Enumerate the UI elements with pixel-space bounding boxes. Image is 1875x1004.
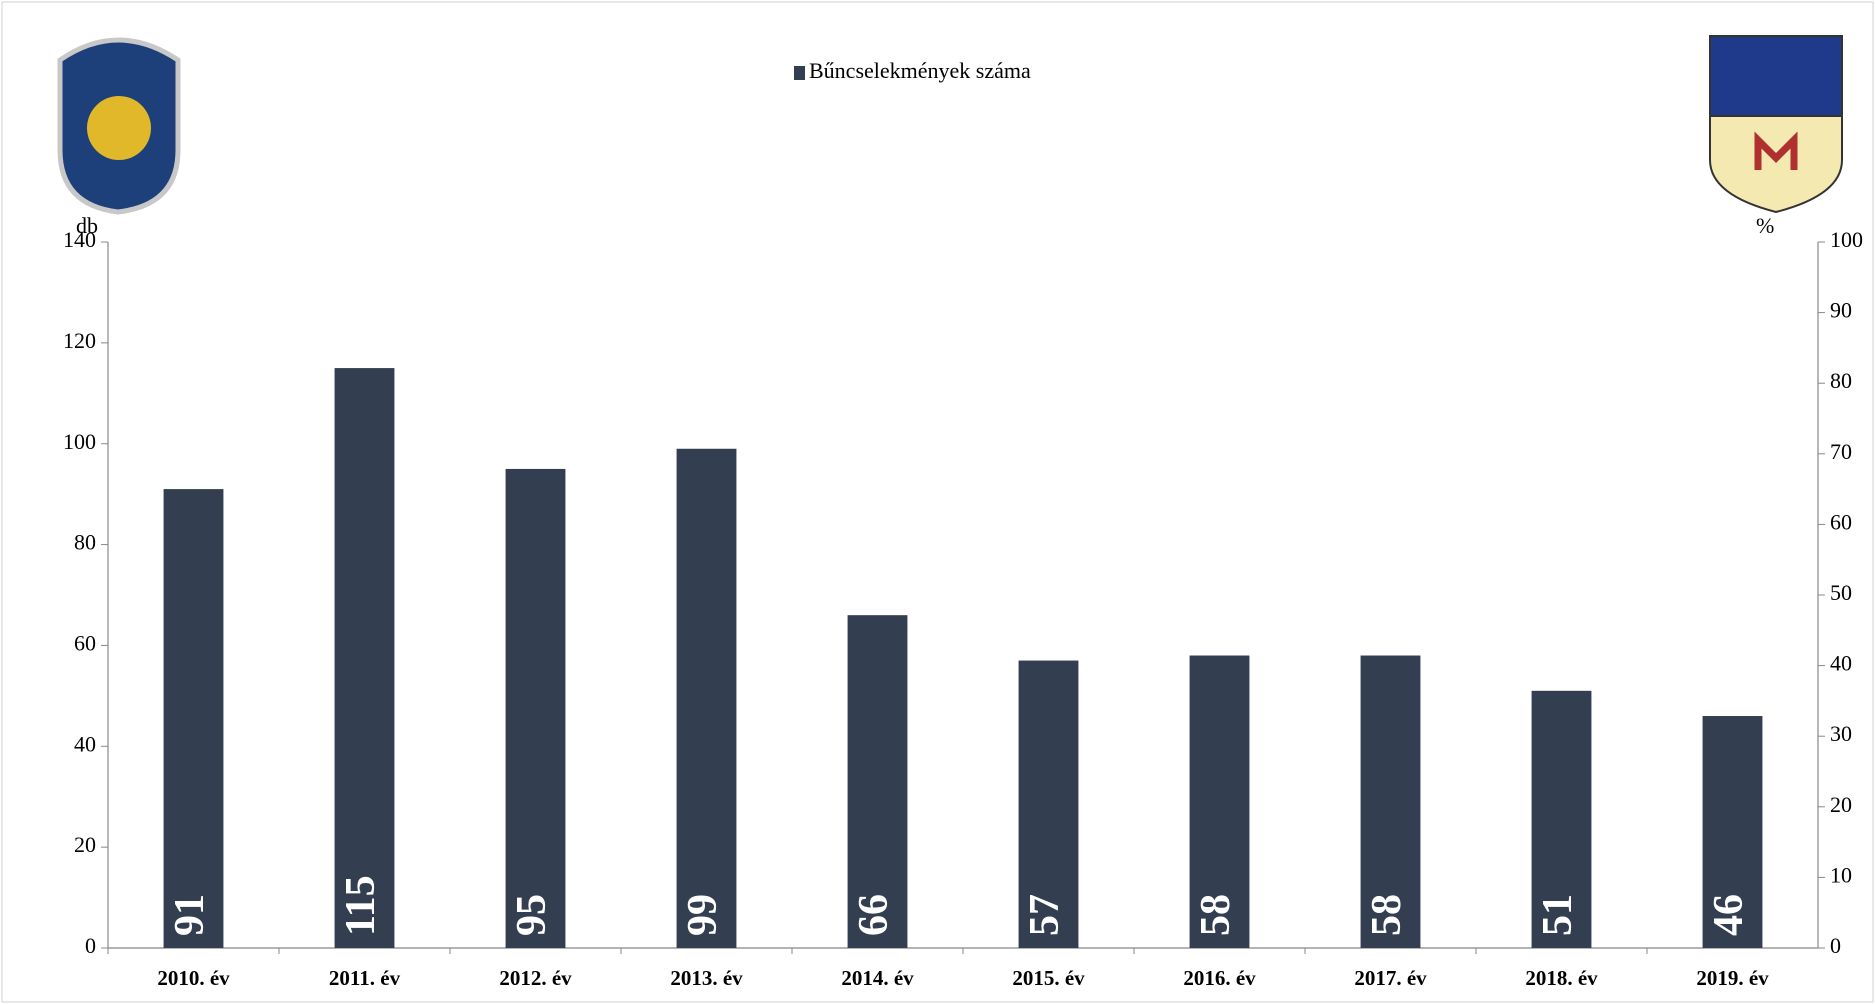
y-tick-label: 0 [85, 933, 96, 958]
y-tick-label: 60 [74, 630, 96, 655]
y2-tick-label: 50 [1830, 580, 1852, 605]
y2-tick-label: 100 [1830, 227, 1863, 252]
bar [505, 468, 566, 948]
value-label: 99 [680, 894, 726, 936]
x-tick-label: 2013. év [670, 966, 743, 990]
x-tick-label: 2012. év [499, 966, 572, 990]
value-label: 46 [1706, 894, 1752, 936]
police-logo [57, 37, 181, 215]
value-label: 57 [1022, 894, 1068, 936]
legend-label: Bűncselekmények száma [809, 58, 1031, 83]
bar [334, 368, 395, 949]
value-label: 115 [338, 875, 384, 936]
y-tick-label: 120 [63, 328, 96, 353]
x-tick-label: 2018. év [1525, 966, 1598, 990]
value-label: 66 [851, 894, 897, 936]
x-tick-label: 2019. év [1696, 966, 1769, 990]
x-tick-label: 2017. év [1354, 966, 1427, 990]
legend-swatch [794, 66, 805, 80]
x-tick-label: 2011. év [329, 966, 401, 990]
y2-tick-label: 80 [1830, 368, 1852, 393]
bar [1189, 655, 1250, 948]
y-tick-label: 80 [74, 530, 96, 555]
y2-axis-label: % [1756, 213, 1774, 238]
value-label: 95 [509, 894, 555, 936]
y-tick-label: 140 [63, 227, 96, 252]
y2-tick-label: 90 [1830, 298, 1852, 323]
bar [1360, 655, 1421, 948]
bar [1531, 690, 1592, 948]
y-tick-label: 40 [74, 731, 96, 756]
bar [1018, 660, 1079, 948]
y2-tick-label: 60 [1830, 509, 1852, 534]
bar [163, 489, 224, 948]
y-axis-label: db [76, 213, 98, 238]
value-label: 58 [1364, 894, 1410, 936]
x-tick-label: 2010. év [157, 966, 230, 990]
bar [1702, 716, 1763, 948]
y-tick-label: 100 [63, 429, 96, 454]
y-tick-label: 20 [74, 832, 96, 857]
bar [847, 615, 908, 948]
town-crest [1709, 35, 1843, 214]
y2-tick-label: 40 [1830, 651, 1852, 676]
y2-tick-label: 0 [1830, 933, 1841, 958]
bar [676, 448, 737, 948]
value-label: 58 [1193, 894, 1239, 936]
x-tick-label: 2014. év [841, 966, 914, 990]
y2-tick-label: 10 [1830, 862, 1852, 887]
value-label: 91 [167, 894, 213, 936]
x-tick-label: 2016. év [1183, 966, 1256, 990]
y2-tick-label: 70 [1830, 439, 1852, 464]
y2-tick-label: 20 [1830, 792, 1852, 817]
x-tick-label: 2015. év [1012, 966, 1085, 990]
value-label: 51 [1535, 894, 1581, 936]
y2-tick-label: 30 [1830, 721, 1852, 746]
